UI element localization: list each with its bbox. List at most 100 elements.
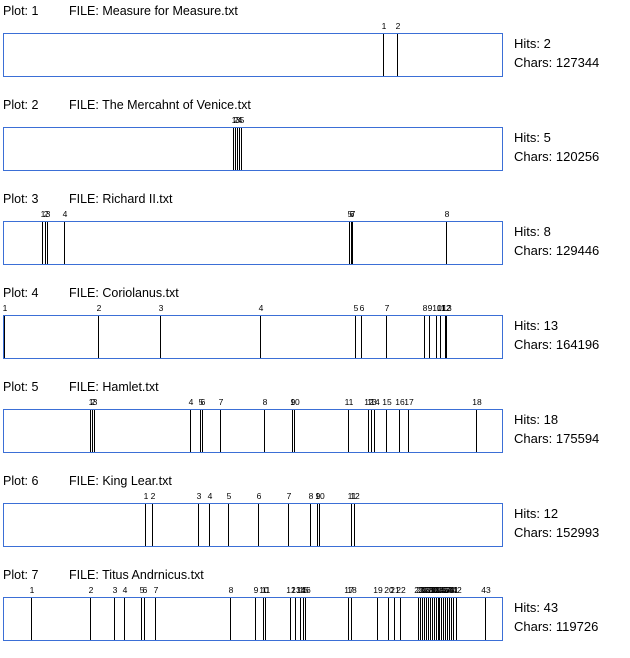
hit-marker[interactable]: [388, 598, 389, 640]
hit-marker[interactable]: [209, 504, 210, 546]
hit-marker[interactable]: [288, 504, 289, 546]
dispersion-plot-area[interactable]: [3, 409, 503, 453]
dispersion-plot-area[interactable]: [3, 315, 503, 359]
hit-marker[interactable]: [400, 598, 401, 640]
hit-marker[interactable]: [202, 410, 203, 452]
hit-marker[interactable]: [305, 598, 306, 640]
hit-marker[interactable]: [361, 316, 362, 358]
hit-marker[interactable]: [265, 598, 266, 640]
hit-marker[interactable]: [351, 598, 352, 640]
hit-marker[interactable]: [399, 410, 400, 452]
hit-marker[interactable]: [428, 598, 429, 640]
hit-marker[interactable]: [292, 410, 293, 452]
hit-marker[interactable]: [90, 598, 91, 640]
hit-marker[interactable]: [485, 598, 486, 640]
hit-marker[interactable]: [4, 316, 5, 358]
hit-marker[interactable]: [408, 410, 409, 452]
hit-marker[interactable]: [233, 128, 234, 170]
hit-marker[interactable]: [386, 316, 387, 358]
hit-marker[interactable]: [230, 598, 231, 640]
hit-marker[interactable]: [422, 598, 423, 640]
hit-marker[interactable]: [220, 410, 221, 452]
dispersion-plot-area[interactable]: [3, 127, 503, 171]
hit-marker[interactable]: [430, 598, 431, 640]
hit-marker[interactable]: [319, 504, 320, 546]
hit-marker[interactable]: [436, 316, 437, 358]
hit-marker[interactable]: [94, 410, 95, 452]
dispersion-plot-area[interactable]: [3, 33, 503, 77]
hit-marker[interactable]: [424, 316, 425, 358]
hit-marker[interactable]: [303, 598, 304, 640]
hit-marker[interactable]: [432, 598, 433, 640]
hit-marker[interactable]: [124, 598, 125, 640]
dispersion-plot-area[interactable]: [3, 597, 503, 641]
hit-marker[interactable]: [383, 34, 384, 76]
hit-marker[interactable]: [447, 598, 448, 640]
hit-marker[interactable]: [258, 504, 259, 546]
hit-marker[interactable]: [290, 598, 291, 640]
hit-marker[interactable]: [349, 222, 350, 264]
hit-marker[interactable]: [439, 598, 440, 640]
hit-marker[interactable]: [260, 316, 261, 358]
hit-marker[interactable]: [354, 504, 355, 546]
hit-marker[interactable]: [446, 222, 447, 264]
hit-marker[interactable]: [453, 598, 454, 640]
hit-marker[interactable]: [90, 410, 91, 452]
dispersion-plot-area[interactable]: [3, 221, 503, 265]
hit-marker[interactable]: [438, 598, 439, 640]
hit-marker[interactable]: [456, 598, 457, 640]
hit-marker[interactable]: [377, 598, 378, 640]
hit-marker[interactable]: [355, 316, 356, 358]
hit-marker[interactable]: [241, 128, 242, 170]
hit-marker[interactable]: [352, 222, 353, 264]
hit-marker[interactable]: [374, 410, 375, 452]
hit-marker[interactable]: [440, 316, 441, 358]
hit-marker[interactable]: [418, 598, 419, 640]
hit-marker[interactable]: [155, 598, 156, 640]
hit-marker[interactable]: [198, 504, 199, 546]
hit-marker[interactable]: [295, 598, 296, 640]
hit-marker[interactable]: [114, 598, 115, 640]
hit-marker[interactable]: [443, 598, 444, 640]
hit-marker[interactable]: [424, 598, 425, 640]
hit-marker[interactable]: [47, 222, 48, 264]
hit-marker[interactable]: [351, 222, 352, 264]
hit-marker[interactable]: [420, 598, 421, 640]
hit-marker[interactable]: [235, 128, 236, 170]
hit-marker[interactable]: [426, 598, 427, 640]
hit-marker[interactable]: [348, 410, 349, 452]
hit-marker[interactable]: [239, 128, 240, 170]
hit-marker[interactable]: [394, 598, 395, 640]
hit-marker[interactable]: [476, 410, 477, 452]
hit-marker[interactable]: [264, 410, 265, 452]
hit-marker[interactable]: [144, 598, 145, 640]
hit-marker[interactable]: [449, 598, 450, 640]
hit-marker[interactable]: [441, 598, 442, 640]
hit-marker[interactable]: [237, 128, 238, 170]
hit-marker[interactable]: [263, 598, 264, 640]
hit-marker[interactable]: [436, 598, 437, 640]
hit-marker[interactable]: [152, 504, 153, 546]
hit-marker[interactable]: [434, 598, 435, 640]
hit-marker[interactable]: [294, 410, 295, 452]
hit-marker[interactable]: [317, 504, 318, 546]
hit-marker[interactable]: [45, 222, 46, 264]
hit-marker[interactable]: [429, 316, 430, 358]
hit-marker[interactable]: [451, 598, 452, 640]
hit-marker[interactable]: [255, 598, 256, 640]
hit-marker[interactable]: [300, 598, 301, 640]
hit-marker[interactable]: [351, 504, 352, 546]
hit-marker[interactable]: [31, 598, 32, 640]
hit-marker[interactable]: [145, 504, 146, 546]
hit-marker[interactable]: [228, 504, 229, 546]
hit-marker[interactable]: [190, 410, 191, 452]
hit-marker[interactable]: [348, 598, 349, 640]
hit-marker[interactable]: [445, 598, 446, 640]
hit-marker[interactable]: [446, 316, 447, 358]
hit-marker[interactable]: [64, 222, 65, 264]
hit-marker[interactable]: [445, 316, 446, 358]
hit-marker[interactable]: [386, 410, 387, 452]
hit-marker[interactable]: [368, 410, 369, 452]
hit-marker[interactable]: [92, 410, 93, 452]
hit-marker[interactable]: [371, 410, 372, 452]
